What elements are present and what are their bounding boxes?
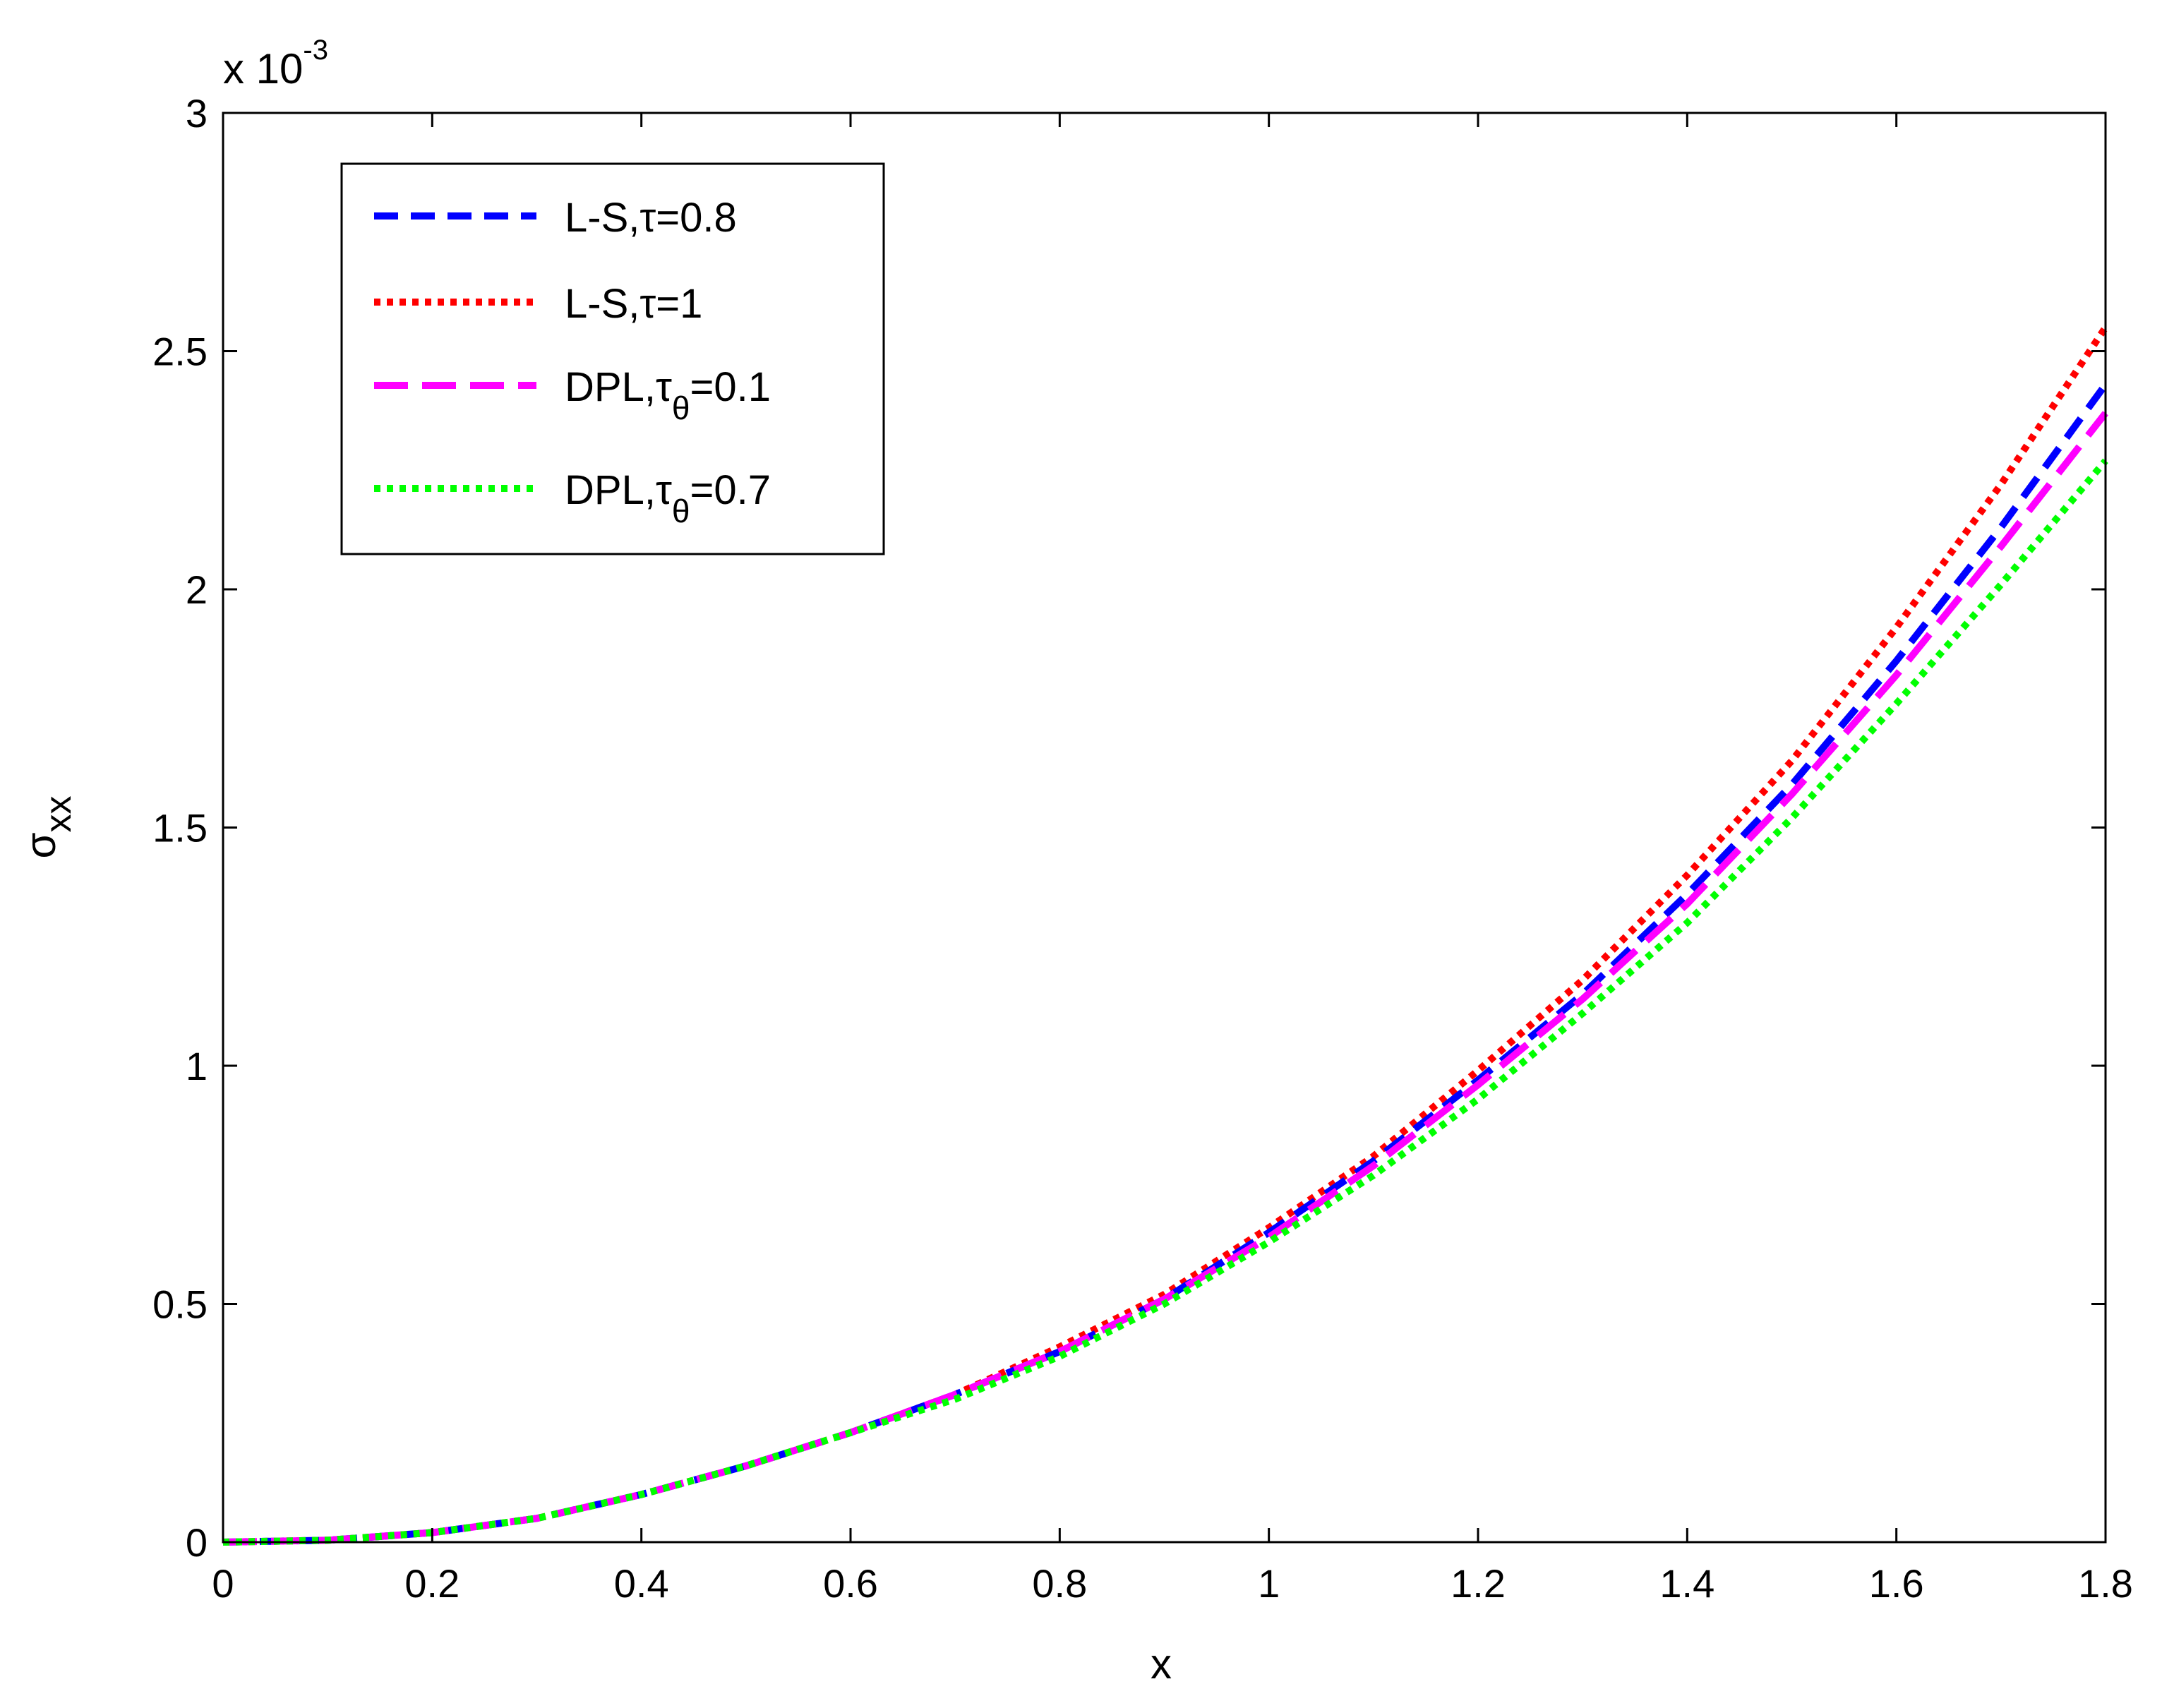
x-tick-label: 1.8	[2078, 1561, 2133, 1606]
y-tick-label: 1.5	[152, 806, 208, 850]
y-axis-label: σxx	[17, 795, 79, 858]
series-layer	[222, 325, 2109, 1546]
y-tick-label: 2	[186, 567, 208, 612]
legend-label-4: DPL,τθ=0.7	[565, 467, 771, 529]
y-tick-label: 0	[186, 1520, 208, 1565]
x-tick-label: 0	[212, 1561, 234, 1606]
y-multiplier-exponent: -3	[303, 35, 328, 66]
x-tick-label: 0.8	[1032, 1561, 1087, 1606]
series-line-4	[222, 458, 2108, 1546]
x-tick-label: 1.6	[1869, 1561, 1924, 1606]
y-tick-label: 3	[186, 91, 208, 136]
ticks-layer: 0 0.2 0.4 0.6 0.8 1 1.2 1.4 1.6 1.8 0 0.5 1 1.5 2 2.5 3	[152, 91, 2133, 1606]
legend: L-S,τ=0.8 L-S,τ=1 DPL,τθ=0.1 DPL,τθ=0.7	[340, 162, 885, 555]
legend-box	[340, 162, 885, 555]
y-axis-label-group: σxx	[17, 795, 79, 858]
legend-label-3: DPL,τθ=0.1	[565, 364, 771, 426]
y-tick-label: 1	[186, 1044, 208, 1088]
legend-label-2: L-S,τ=1	[565, 281, 702, 327]
series-line-2	[222, 325, 2109, 1546]
x-tick-label: 0.6	[823, 1561, 878, 1606]
x-tick-label: 0.2	[404, 1561, 460, 1606]
y-multiplier-prefix: x 10	[223, 45, 303, 92]
x-tick-label: 1	[1258, 1561, 1280, 1606]
series-line-3	[222, 411, 2108, 1546]
y-axis-label-main: σ	[17, 832, 64, 858]
x-axis-label: x	[1151, 1640, 1172, 1688]
legend-label-1: L-S,τ=0.8	[565, 195, 737, 241]
y-tick-label: 2.5	[152, 330, 208, 374]
y-tick-label: 0.5	[152, 1282, 208, 1327]
plot-frame	[222, 112, 2107, 1544]
y-axis-label-sub: xx	[38, 795, 79, 832]
y-multiplier: x 10-3	[223, 35, 328, 92]
x-tick-label: 1.4	[1659, 1561, 1714, 1606]
x-tick-label: 1.2	[1451, 1561, 1506, 1606]
x-tick-label: 0.4	[614, 1561, 669, 1606]
